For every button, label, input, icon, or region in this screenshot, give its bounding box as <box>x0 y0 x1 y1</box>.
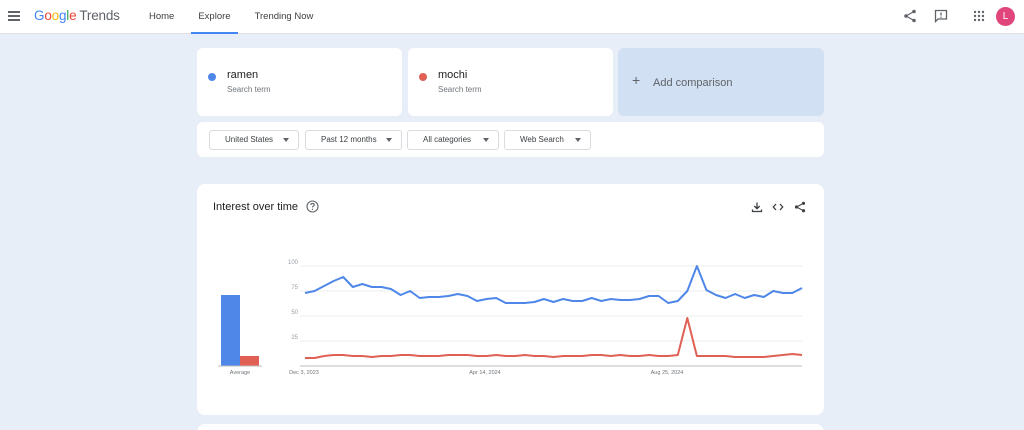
caret-down-icon <box>483 138 489 142</box>
filter-label: Web Search <box>520 135 564 144</box>
x-tick-label: Aug 25, 2024 <box>651 370 684 376</box>
interest-over-time-card: Interest over time 100 75 50 25 Average Dec… <box>197 184 824 415</box>
y-tick-label: 25 <box>291 335 298 341</box>
filter-label: Past 12 months <box>321 135 377 144</box>
filter-category[interactable]: All categories <box>407 130 499 150</box>
x-tick-label: Apr 14, 2024 <box>469 370 501 376</box>
interest-chart: 100 75 50 25 Average Dec 3, 2023 Apr 14, 202… <box>218 260 803 376</box>
plus-icon: + <box>632 72 641 88</box>
average-bar-mochi <box>240 356 259 366</box>
logo-letter: g <box>58 8 67 23</box>
y-tick-label: 50 <box>291 310 298 316</box>
term-subtitle: Search term <box>227 85 271 94</box>
x-axis-labels: Dec 3, 2023 Apr 14, 2024 Aug 25, 2024 <box>289 370 683 376</box>
nav-trending-now[interactable]: Trending Now <box>254 11 314 22</box>
filter-time-range[interactable]: Past 12 months <box>305 130 402 150</box>
term-card-mochi[interactable]: mochi Search term <box>408 48 613 116</box>
term-card-ramen[interactable]: ramen Search term <box>197 48 402 116</box>
y-tick-label: 100 <box>288 260 299 266</box>
help-icon[interactable] <box>306 200 319 213</box>
logo-letter: G <box>34 8 45 23</box>
chart-title: Interest over time <box>213 201 298 213</box>
download-icon[interactable] <box>751 201 763 213</box>
top-app-bar: Google Trends Home Explore Trending Now L <box>0 0 1024 34</box>
term-color-dot <box>419 73 427 81</box>
google-trends-logo[interactable]: Google Trends <box>34 8 120 23</box>
caret-down-icon <box>386 138 392 142</box>
series-line-mochi <box>305 317 803 359</box>
series-line-ramen <box>304 265 803 304</box>
caret-down-icon <box>575 138 581 142</box>
filter-bar: United States Past 12 months All categor… <box>197 122 824 157</box>
nav-home[interactable]: Home <box>149 11 175 22</box>
caret-down-icon <box>283 138 289 142</box>
term-name[interactable]: mochi <box>438 69 468 81</box>
average-label: Average <box>230 370 250 376</box>
account-avatar[interactable]: L <box>996 7 1015 26</box>
add-comparison-button[interactable]: + Add comparison <box>618 48 824 116</box>
term-subtitle: Search term <box>438 85 482 94</box>
y-tick-label: 75 <box>291 285 298 291</box>
filter-search-type[interactable]: Web Search <box>504 130 591 150</box>
average-bars: Average <box>218 295 262 376</box>
add-comparison-label: Add comparison <box>653 77 733 89</box>
filter-label: All categories <box>423 135 472 144</box>
embed-code-icon[interactable] <box>772 201 784 213</box>
menu-icon[interactable] <box>8 11 20 21</box>
share-icon[interactable] <box>903 9 917 23</box>
series-lines <box>304 265 803 359</box>
nav-explore[interactable]: Explore <box>191 0 238 34</box>
logo-letter: o <box>51 8 60 23</box>
main-nav: Home Explore Trending Now <box>142 0 330 34</box>
filter-region[interactable]: United States <box>209 130 299 150</box>
logo-letter: e <box>69 8 77 23</box>
share-icon[interactable] <box>794 201 806 213</box>
feedback-icon[interactable] <box>934 9 948 23</box>
term-name[interactable]: ramen <box>227 69 259 81</box>
logo-trends-text: Trends <box>79 8 120 23</box>
logo-letter: l <box>66 8 70 23</box>
gridlines: 100 75 50 25 <box>288 260 802 367</box>
apps-grid-icon[interactable] <box>972 9 986 23</box>
next-card <box>197 424 824 430</box>
term-color-dot <box>208 73 216 81</box>
x-tick-label: Dec 3, 2023 <box>289 370 319 376</box>
filter-label: United States <box>225 135 274 144</box>
average-bar-ramen <box>221 295 240 366</box>
logo-letter: o <box>44 8 52 23</box>
